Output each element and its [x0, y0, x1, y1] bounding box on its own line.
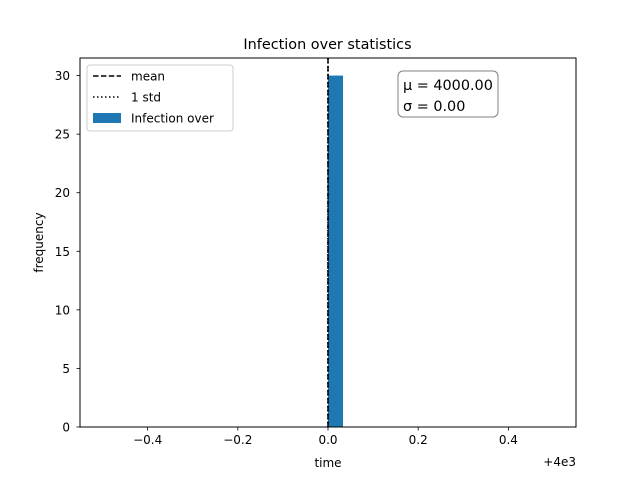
bars-layer	[328, 75, 344, 428]
stats-mean-text: μ = 4000.00	[403, 78, 493, 94]
stats-annotation-box	[397, 70, 499, 118]
y-tick-label-2: 10	[55, 303, 70, 317]
x-axis-offset-label: +4e3	[543, 455, 576, 469]
y-tick-label-4: 20	[55, 186, 70, 200]
y-tick-label-3: 15	[55, 245, 70, 259]
y-axis-label: frequency	[32, 212, 46, 272]
x-tick-label-4: 0.4	[499, 433, 518, 447]
legend-series-label: Infection over	[131, 112, 214, 126]
y-axis: 0 5 10 15 20 25 30	[55, 69, 80, 435]
legend-std-label: 1 std	[131, 91, 161, 105]
x-tick-label-2: 0.0	[318, 433, 337, 447]
chart-title: Infection over statistics	[243, 37, 411, 53]
x-tick-label-3: 0.2	[409, 433, 428, 447]
legend-mean-label: mean	[131, 70, 165, 84]
histogram-bar-0	[328, 75, 344, 428]
y-tick-label-5: 25	[55, 128, 70, 142]
stats-std-text: σ = 0.00	[403, 99, 465, 115]
y-tick-label-6: 30	[55, 69, 70, 83]
x-axis: −0.4 −0.2 0.0 0.2 0.4	[133, 427, 518, 447]
legend-box	[86, 64, 234, 132]
stats-annotation: μ = 4000.00 σ = 0.00	[397, 70, 499, 118]
legend-series-swatch	[93, 113, 121, 123]
y-tick-label-1: 5	[62, 362, 70, 376]
x-tick-label-0: −0.4	[133, 433, 162, 447]
x-tick-label-1: −0.2	[223, 433, 252, 447]
legend: mean 1 std Infection over	[86, 64, 234, 132]
y-tick-label-0: 0	[62, 421, 70, 435]
x-axis-label: time	[314, 456, 341, 470]
